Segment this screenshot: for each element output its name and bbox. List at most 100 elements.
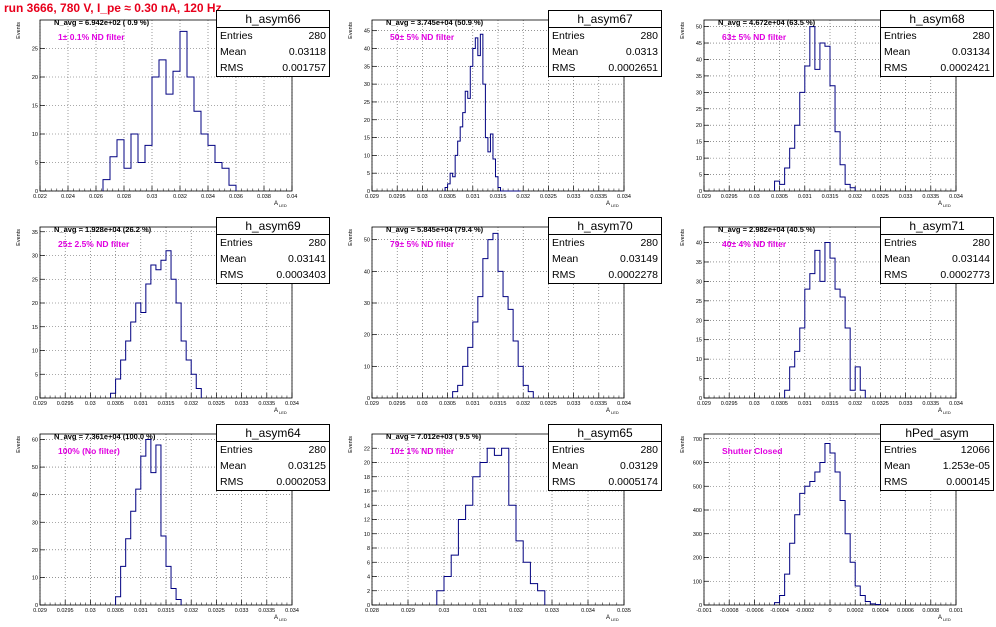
stats-value: 0.000145 [946, 476, 990, 488]
y-tick-label: 15 [32, 325, 38, 331]
x-axis-label-sub: LED [943, 617, 951, 622]
y-axis-label: Events [680, 22, 686, 39]
histogram-plot: -0.001 -0.0008 -0.0006 -0.0004 -0.0002 0 0.000… [680, 433, 963, 622]
y-tick-label: 20 [696, 318, 702, 324]
histogram-panel: -0.001 -0.0008 -0.0006 -0.0004 -0.0002 0 0.000… [664, 420, 996, 627]
stats-row-mean: Mean 0.03129 [549, 458, 661, 474]
y-tick-label: 5 [35, 372, 38, 378]
stats-value: 0.03125 [288, 460, 326, 472]
x-tick-label: 0.032 [848, 194, 862, 200]
y-tick-label: 20 [364, 333, 370, 339]
y-tick-label: 50 [32, 465, 38, 471]
stats-value: 0.0002278 [608, 269, 658, 281]
x-tick-label: 0.0315 [822, 194, 839, 200]
histogram-line [115, 439, 182, 605]
histogram-line [784, 242, 866, 398]
x-axis-label-sub: LED [943, 203, 951, 208]
stats-value: 0.0003403 [276, 269, 326, 281]
stats-label: Mean [220, 460, 247, 472]
x-tick-label: 0 [828, 608, 831, 614]
stats-label: RMS [220, 269, 244, 281]
y-tick-label: 40 [696, 57, 702, 63]
x-tick-label: 0.031 [466, 401, 480, 407]
y-tick-label: 20 [32, 75, 38, 81]
histogram-name: h_asym67 [549, 11, 661, 28]
stats-box: h_asym64 Entries 280 Mean 0.03125 RMS 0.000205… [216, 424, 330, 491]
stats-value: 0.0002773 [940, 269, 990, 281]
stats-row-rms: RMS 0.0003403 [217, 267, 329, 283]
y-tick-label: 0 [35, 603, 38, 609]
stats-label: Mean [220, 253, 247, 265]
stats-label: Mean [220, 46, 247, 58]
x-axis-label: A [938, 408, 942, 414]
x-axis-label-sub: LED [611, 617, 619, 622]
navg-label: N_avg = 3.745e+04 (50.9 %) [386, 18, 484, 27]
y-tick-label: 45 [696, 41, 702, 47]
stats-label: Entries [884, 237, 917, 249]
histogram-panel: 0.029 0.0295 0.03 0.0305 0.031 0.0315 0.032 0.0… [664, 213, 996, 420]
filter-label: 1± 0.1% ND filter [58, 32, 125, 42]
y-tick-label: 25 [696, 299, 702, 305]
stats-row-entries: Entries 280 [549, 28, 661, 44]
stats-row-mean: Mean 0.03141 [217, 251, 329, 267]
x-axis-label-sub: LED [611, 410, 619, 415]
x-tick-label: 0.0295 [57, 401, 74, 407]
stats-label: RMS [552, 62, 576, 74]
y-tick-label: 2 [367, 589, 370, 595]
stats-row-mean: Mean 0.0313 [549, 44, 661, 60]
y-tick-label: 5 [35, 161, 38, 167]
x-tick-label: 0.032 [509, 608, 523, 614]
stats-label: RMS [220, 476, 244, 488]
y-tick-label: 10 [696, 357, 702, 363]
stats-row-mean: Mean 0.03144 [881, 251, 993, 267]
y-tick-label: 40 [364, 269, 370, 275]
y-tick-label: 0 [367, 396, 370, 402]
filter-label: 40± 4% ND filter [722, 239, 787, 249]
x-tick-label: 0.031 [134, 608, 148, 614]
y-tick-label: 10 [32, 575, 38, 581]
histogram-line [774, 443, 881, 606]
x-tick-label: 0.034 [201, 194, 215, 200]
y-tick-label: 0 [35, 396, 38, 402]
stats-label: Mean [552, 46, 579, 58]
x-tick-label: 0.0335 [258, 401, 275, 407]
y-tick-label: 30 [364, 82, 370, 88]
y-tick-label: 10 [364, 153, 370, 159]
stats-value: 0.0002053 [276, 476, 326, 488]
stats-value: 0.03118 [288, 46, 326, 58]
x-tick-label: 0.034 [949, 194, 963, 200]
x-tick-label: 0.0315 [822, 401, 839, 407]
y-tick-label: 15 [696, 338, 702, 344]
x-tick-label: 0.029 [697, 194, 711, 200]
y-tick-label: 15 [364, 136, 370, 142]
y-tick-label: 15 [696, 140, 702, 146]
y-tick-label: 18 [364, 475, 370, 481]
y-tick-label: 10 [364, 364, 370, 370]
filter-label: 63± 5% ND filter [722, 32, 787, 42]
x-tick-label: 0.0315 [158, 401, 175, 407]
y-tick-label: 20 [696, 123, 702, 129]
x-axis-label: A [606, 615, 610, 621]
y-axis-label: Events [680, 229, 686, 246]
x-tick-label: 0.0335 [922, 401, 939, 407]
histogram-line [452, 232, 534, 398]
x-tick-label: 0.0295 [389, 401, 406, 407]
x-tick-label: 0.033 [545, 608, 559, 614]
x-tick-label: 0.0335 [590, 401, 607, 407]
x-tick-label: -0.0006 [745, 608, 764, 614]
x-tick-label: 0.035 [617, 608, 631, 614]
x-tick-label: 0.0305 [107, 401, 124, 407]
stats-label: Entries [552, 444, 585, 456]
stats-value: 0.0313 [625, 46, 658, 58]
stats-row-mean: Mean 1.253e-05 [881, 458, 993, 474]
stats-row-rms: RMS 0.0002053 [217, 474, 329, 490]
x-tick-label: 0.033 [567, 401, 581, 407]
stats-label: Mean [884, 253, 911, 265]
stats-value: 0.03144 [952, 253, 990, 265]
stats-value: 280 [308, 444, 326, 456]
x-tick-label: 0.026 [89, 194, 103, 200]
stats-value: 1.253e-05 [942, 460, 990, 472]
y-axis-label: Events [16, 229, 22, 246]
stats-value: 280 [972, 237, 990, 249]
x-tick-label: 0.0325 [872, 194, 889, 200]
